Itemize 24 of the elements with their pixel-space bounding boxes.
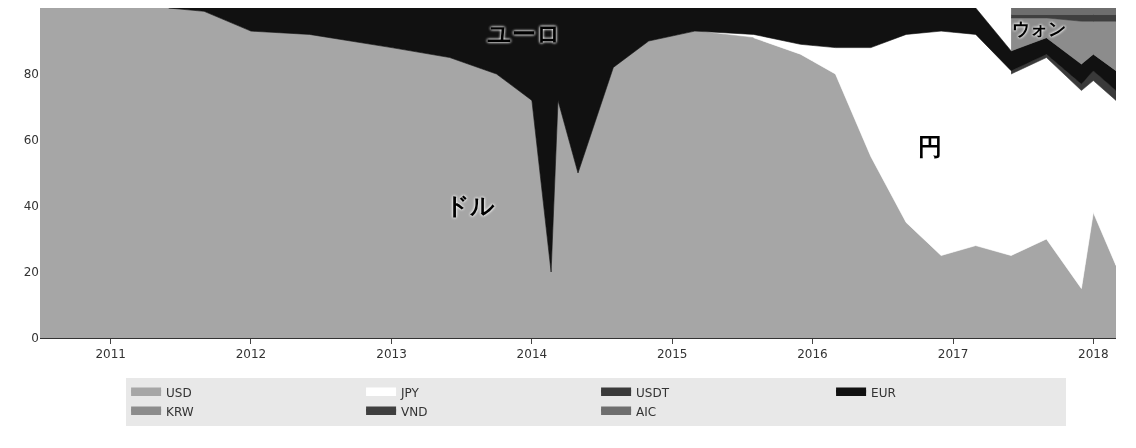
x-tick-label: 2014 (516, 347, 548, 362)
y-tick-label: 60 (23, 133, 39, 148)
x-tick-label: 2013 (376, 347, 407, 362)
legend-label: JPY (400, 385, 420, 400)
legend-label: USD (166, 385, 192, 400)
annotation: ドル (445, 192, 495, 220)
x-tick-label: 2011 (95, 347, 126, 362)
annotation: 円 (918, 133, 942, 161)
legend-label: USDT (636, 385, 670, 400)
legend-label: AIC (636, 404, 657, 419)
x-tick-label: 2015 (656, 347, 688, 362)
y-tick-label: 40 (23, 199, 39, 214)
legend-label: EUR (871, 385, 896, 400)
x-tick-label: 2017 (937, 347, 969, 362)
legend-label: VND (401, 404, 428, 419)
y-tick-label: 0 (31, 331, 39, 346)
y-tick-label: 20 (23, 265, 39, 280)
y-tick-label: 80 (23, 67, 39, 82)
legend-label: KRW (166, 404, 194, 419)
x-tick-label: 2018 (1078, 347, 1109, 362)
x-tick-label: 2016 (797, 347, 828, 362)
annotation: ウォン (1012, 18, 1066, 39)
annotation: ユーロ (487, 20, 561, 48)
x-tick-label: 2012 (235, 347, 267, 362)
